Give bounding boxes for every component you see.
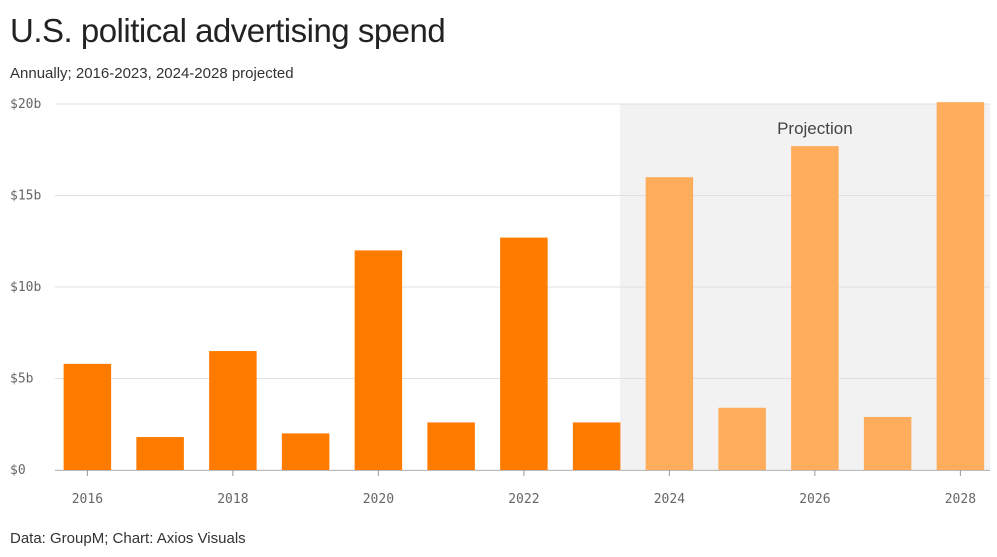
bar-2022 xyxy=(500,237,548,470)
bar-2018 xyxy=(209,351,257,470)
bar-2027 xyxy=(863,416,912,470)
x-tick-label: 2026 xyxy=(799,492,830,507)
y-tick-label: $15b xyxy=(10,189,41,204)
bar-2019 xyxy=(281,433,330,470)
y-tick-label: $10b xyxy=(10,280,41,295)
x-tick-label: 2016 xyxy=(72,492,103,507)
bar-2028 xyxy=(936,102,985,471)
bar-2016 xyxy=(63,363,112,470)
bar-2024 xyxy=(645,177,694,470)
bar-2023 xyxy=(572,422,621,470)
y-tick-label: $0 xyxy=(10,463,26,478)
x-tick-label: 2024 xyxy=(654,492,685,507)
y-tick-label: $5b xyxy=(10,372,34,387)
y-tick-label: $20b xyxy=(10,97,41,112)
bar-2020 xyxy=(354,250,403,470)
bar-2026 xyxy=(791,146,839,470)
chart-title: U.S. political advertising spend xyxy=(10,12,446,49)
x-tick-label: 2028 xyxy=(945,492,976,507)
projection-label: Projection xyxy=(777,119,853,138)
bar-2025 xyxy=(718,407,766,470)
x-tick-label: 2018 xyxy=(217,492,248,507)
x-tick-label: 2022 xyxy=(508,492,539,507)
source-note: Data: GroupM; Chart: Axios Visuals xyxy=(10,530,246,547)
bar-2017 xyxy=(136,437,184,470)
chart-subtitle: Annually; 2016-2023, 2024-2028 projected xyxy=(10,65,294,82)
bar-2021 xyxy=(427,422,475,470)
x-tick-label: 2020 xyxy=(363,492,394,507)
